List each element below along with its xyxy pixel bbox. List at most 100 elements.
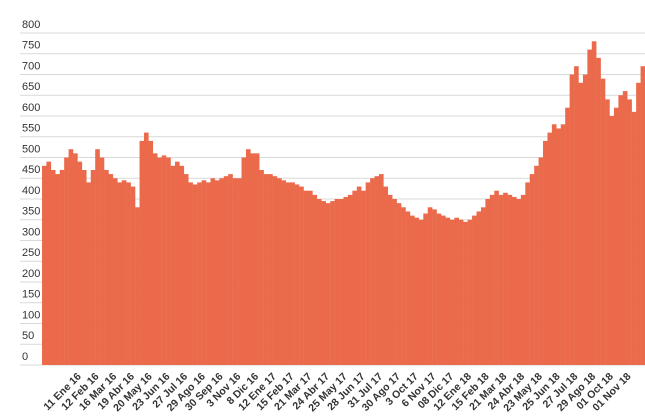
y-tick-label: 300 xyxy=(22,226,40,238)
bar xyxy=(432,209,437,365)
bar xyxy=(276,178,282,365)
bar xyxy=(640,66,645,365)
bar xyxy=(99,157,105,365)
bar xyxy=(427,207,433,365)
bar xyxy=(410,215,415,365)
bar xyxy=(347,194,353,365)
bar xyxy=(121,180,127,365)
bar xyxy=(192,184,198,365)
bar xyxy=(507,194,513,365)
y-tick-label: 550 xyxy=(22,123,40,135)
bar xyxy=(321,201,326,365)
y-tick-label: 450 xyxy=(22,164,40,176)
bar xyxy=(511,196,517,365)
bar xyxy=(126,182,131,365)
bar xyxy=(312,194,318,365)
bar xyxy=(472,215,477,365)
bar xyxy=(445,217,451,365)
bar xyxy=(42,165,47,365)
bar xyxy=(325,203,331,365)
y-tick-label: 0 xyxy=(22,351,28,363)
y-tick-label: 150 xyxy=(22,289,40,301)
bar xyxy=(467,219,473,365)
bar xyxy=(480,207,486,365)
bar xyxy=(259,169,264,365)
bar xyxy=(299,186,304,365)
bar xyxy=(560,124,566,365)
bar xyxy=(547,132,553,365)
bar xyxy=(64,157,69,365)
bar xyxy=(188,182,193,365)
bar xyxy=(170,165,176,365)
bar xyxy=(59,169,65,365)
bar xyxy=(636,82,641,366)
bar xyxy=(587,49,592,365)
bar xyxy=(622,91,628,365)
bar xyxy=(476,211,482,365)
bar xyxy=(489,194,495,365)
bar xyxy=(206,182,211,365)
bar xyxy=(73,153,78,365)
bar xyxy=(569,74,575,365)
bar xyxy=(485,199,491,365)
bar xyxy=(272,176,278,365)
bar xyxy=(618,95,624,365)
bar xyxy=(86,182,91,365)
bar xyxy=(596,57,601,366)
bar xyxy=(112,178,118,365)
y-tick-label: 700 xyxy=(22,60,40,72)
bar xyxy=(343,196,349,365)
bar xyxy=(383,186,389,365)
bar xyxy=(290,182,295,365)
bar xyxy=(578,82,584,366)
bar xyxy=(152,153,158,365)
bar xyxy=(308,190,313,365)
bar xyxy=(130,186,136,365)
bar xyxy=(175,161,180,365)
bar xyxy=(352,190,358,365)
bar xyxy=(582,74,588,365)
bar xyxy=(418,219,424,365)
bar xyxy=(157,157,162,365)
bar xyxy=(361,190,366,365)
bar xyxy=(46,161,52,365)
bar xyxy=(139,140,145,365)
bar xyxy=(503,192,508,365)
bar xyxy=(414,217,420,365)
bar xyxy=(401,207,406,365)
y-tick-label: 350 xyxy=(22,206,40,218)
bar xyxy=(534,165,539,365)
bar xyxy=(179,165,185,365)
bar xyxy=(135,207,140,365)
bar xyxy=(631,111,637,365)
bar xyxy=(609,116,615,365)
bar xyxy=(108,174,114,365)
bar xyxy=(613,107,619,365)
y-tick-label: 200 xyxy=(22,268,40,280)
bar xyxy=(228,174,233,365)
bar xyxy=(81,169,87,365)
bar xyxy=(458,219,464,365)
bar xyxy=(281,180,287,365)
y-tick-label: 100 xyxy=(22,309,40,321)
bar xyxy=(392,199,397,365)
bar xyxy=(303,190,309,365)
bar xyxy=(356,186,362,365)
bar xyxy=(68,149,74,365)
bar xyxy=(556,128,561,365)
bar xyxy=(463,221,468,365)
bar xyxy=(201,180,207,365)
bar xyxy=(436,213,442,365)
bar xyxy=(423,213,428,365)
bar xyxy=(330,201,335,365)
y-tick-label: 800 xyxy=(22,19,40,31)
bar xyxy=(210,178,216,365)
bar xyxy=(237,178,242,365)
bar xyxy=(285,182,291,365)
bar xyxy=(543,140,548,365)
bar xyxy=(55,174,60,365)
bar xyxy=(90,169,96,365)
bar xyxy=(565,107,570,365)
bar xyxy=(334,199,340,365)
